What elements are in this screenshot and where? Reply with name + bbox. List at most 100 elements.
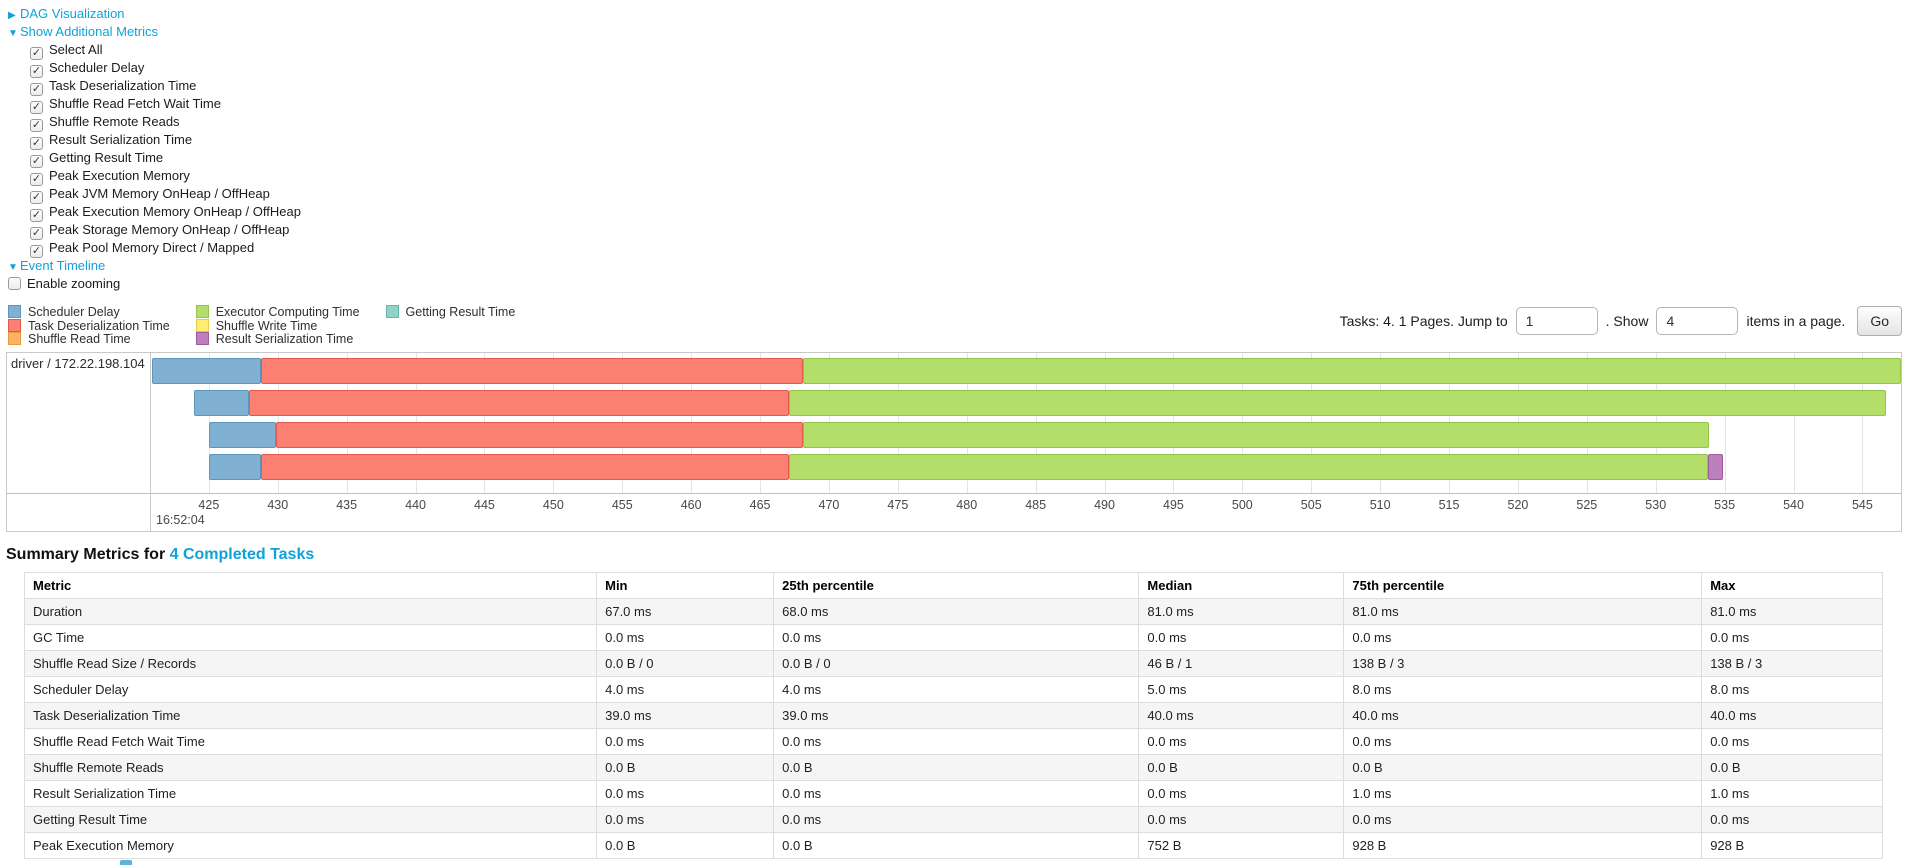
jump-to-page-input[interactable] <box>1515 307 1598 335</box>
getting-result-swatch <box>385 305 399 318</box>
event-timeline-toggle[interactable]: ▼ Event Timeline <box>8 257 1907 275</box>
timeline-task-bar-segment-scheduler-delay[interactable] <box>208 422 277 448</box>
clipped-next-section-content <box>120 860 132 865</box>
metric-checkbox-label: Peak Storage Memory OnHeap / OffHeap <box>49 222 290 237</box>
summary-table-row: Shuffle Read Fetch Wait Time 0.0 ms 0.0 ms… <box>23 728 1883 755</box>
metric-value-cell: 40.0 ms <box>1138 702 1345 729</box>
timeline-task-bar-segment-executor-computing[interactable] <box>788 454 1709 480</box>
metric-checkbox-label: Peak Execution Memory OnHeap / OffHeap <box>49 204 301 219</box>
shuffle-read-swatch <box>8 332 21 345</box>
axis-tick-label: 480 <box>956 498 978 512</box>
axis-tick-label: 525 <box>1576 498 1598 512</box>
axis-tick-label: 465 <box>749 498 771 512</box>
metric-checkbox-item[interactable]: Select All <box>30 41 1907 60</box>
stage-page-controls: ▶ DAG Visualization ▼ Show Additional Metr… <box>0 0 1907 293</box>
metric-value-cell: 4.0 ms <box>596 676 775 703</box>
timeline-task-bar-segment-task-deserialization[interactable] <box>261 358 803 384</box>
legend-item-label: Getting Result Time <box>405 305 516 319</box>
metric-checkbox-item[interactable]: Peak JVM Memory OnHeap / OffHeap <box>30 185 1907 204</box>
axis-tick-label: 455 <box>611 498 633 512</box>
enable-zooming-checkbox[interactable]: Enable zooming <box>8 275 1907 293</box>
metric-checkbox-item[interactable]: Peak Execution Memory OnHeap / OffHeap <box>30 203 1907 222</box>
timeline-task-bar-segment-task-deserialization[interactable] <box>276 422 803 448</box>
metric-value-cell: 68.0 ms <box>773 598 1140 625</box>
timeline-task-bar-segment-task-deserialization[interactable] <box>261 454 789 480</box>
metric-value-cell: 0.0 B <box>1343 754 1703 781</box>
metric-value-cell: 39.0 ms <box>773 702 1140 729</box>
metric-value-cell: 0.0 ms <box>1343 806 1703 833</box>
clipped-content-mark <box>120 860 132 865</box>
summary-column-header: Median <box>1138 572 1345 599</box>
legend-item: Getting Result Time <box>385 305 516 319</box>
dag-visualization-toggle[interactable]: ▶ DAG Visualization <box>8 5 1907 23</box>
metric-checkbox-item[interactable]: Scheduler Delay <box>30 59 1907 78</box>
metric-value-cell: 0.0 ms <box>596 624 775 651</box>
legend-item: Shuffle Write Time <box>195 318 360 332</box>
metric-value-cell: 0.0 B <box>1701 754 1883 781</box>
task-pagination: Tasks: 4. 1 Pages. Jump to . Show items … <box>1336 306 1902 336</box>
metric-value-cell: 138 B / 3 <box>1343 650 1703 677</box>
expanded-arrow-icon: ▼ <box>8 27 18 39</box>
metric-checkbox-label: Getting Result Time <box>49 150 164 165</box>
metric-checkbox-item[interactable]: Peak Storage Memory OnHeap / OffHeap <box>30 221 1907 240</box>
timeline-task-bar-segment-executor-computing[interactable] <box>802 422 1710 448</box>
metric-name-cell: Result Serialization Time <box>23 780 598 807</box>
metric-checkbox-item[interactable]: Shuffle Read Fetch Wait Time <box>30 95 1907 114</box>
checkbox-checked-icon <box>30 155 43 168</box>
shuffle-write-swatch <box>195 318 209 332</box>
page-size-input[interactable] <box>1656 307 1739 335</box>
metric-checkbox-label: Task Deserialization Time <box>49 78 197 93</box>
metric-value-cell: 0.0 ms <box>773 806 1140 833</box>
metric-name-cell: Shuffle Read Size / Records <box>23 650 598 677</box>
checkbox-unchecked-icon <box>8 277 21 290</box>
summary-table-row: Peak Execution Memory 0.0 B 0.0 B 752 B 928 … <box>23 832 1883 859</box>
checkbox-checked-icon <box>30 83 43 96</box>
executor-group-label: driver / 172.22.198.104 <box>7 353 151 494</box>
metric-checkbox-label: Peak Pool Memory Direct / Mapped <box>49 240 255 255</box>
metric-checkbox-label: Shuffle Read Fetch Wait Time <box>49 96 221 111</box>
summary-column-header: 75th percentile <box>1343 572 1703 599</box>
metric-value-cell: 0.0 B / 0 <box>596 650 775 677</box>
go-button[interactable]: Go <box>1857 306 1902 336</box>
timeline-task-bar-segment-scheduler-delay[interactable] <box>193 390 249 416</box>
timeline-task-bar-segment-scheduler-delay[interactable] <box>152 358 262 384</box>
legend-item: Scheduler Delay <box>8 305 170 319</box>
summary-metrics-title: Summary Metrics for 4 Completed Tasks <box>6 546 1907 564</box>
metric-value-cell: 0.0 ms <box>596 728 775 755</box>
show-additional-metrics-toggle[interactable]: ▼ Show Additional Metrics <box>8 23 1907 41</box>
metric-checkbox-label: Peak Execution Memory <box>49 168 190 183</box>
timeline-legend-bar: Scheduler Delay Task Deserialization Time… <box>0 305 1907 349</box>
executor-computing-swatch <box>195 305 209 318</box>
metric-checkbox-item[interactable]: Peak Execution Memory <box>30 167 1907 186</box>
completed-tasks-link[interactable]: 4 Completed Tasks <box>169 546 315 563</box>
metric-value-cell: 1.0 ms <box>1701 780 1883 807</box>
legend-item: Shuffle Read Time <box>8 332 170 346</box>
timeline-task-bar-segment-result-serialization[interactable] <box>1708 454 1724 480</box>
metric-checkbox-label: Result Serialization Time <box>49 132 193 147</box>
timeline-task-bar-segment-scheduler-delay[interactable] <box>208 454 262 480</box>
timeline-axis: 16:52:04 425 430 435 440 445 450 455 460 465 470 4… <box>151 494 1901 531</box>
metric-checkbox-item[interactable]: Task Deserialization Time <box>30 77 1907 96</box>
timeline-task-bar-segment-executor-computing[interactable] <box>788 390 1886 416</box>
summary-table-row: Duration 67.0 ms 68.0 ms 81.0 ms 81.0 ms 81.0… <box>23 598 1883 625</box>
timeline-task-bar-segment-executor-computing[interactable] <box>802 358 1901 384</box>
metric-value-cell: 46 B / 1 <box>1138 650 1345 677</box>
legend-item: Task Deserialization Time <box>8 318 170 333</box>
event-timeline-chart: driver / 172.22.198.104 16:52:04 425 430 4… <box>6 352 1902 532</box>
metric-checkbox-item[interactable]: Result Serialization Time <box>30 131 1907 150</box>
axis-tick-label: 470 <box>818 498 840 512</box>
metric-value-cell: 0.0 ms <box>596 780 775 807</box>
metric-value-cell: 39.0 ms <box>596 702 775 729</box>
metric-checkbox-item[interactable]: Shuffle Remote Reads <box>30 113 1907 132</box>
timeline-task-bar-segment-task-deserialization[interactable] <box>248 390 789 416</box>
metric-checkbox-item[interactable]: Peak Pool Memory Direct / Mapped <box>30 239 1907 258</box>
summary-table-row: Result Serialization Time 0.0 ms 0.0 ms 0.0… <box>23 780 1883 807</box>
metric-name-cell: Duration <box>23 598 598 625</box>
metric-value-cell: 0.0 B <box>596 832 775 859</box>
summary-column-header: Metric <box>23 572 598 599</box>
metric-value-cell: 0.0 ms <box>596 806 775 833</box>
legend-item-label: Task Deserialization Time <box>28 318 170 333</box>
checkbox-checked-icon <box>30 119 43 132</box>
metric-value-cell: 0.0 ms <box>773 780 1140 807</box>
metric-checkbox-item[interactable]: Getting Result Time <box>30 149 1907 168</box>
